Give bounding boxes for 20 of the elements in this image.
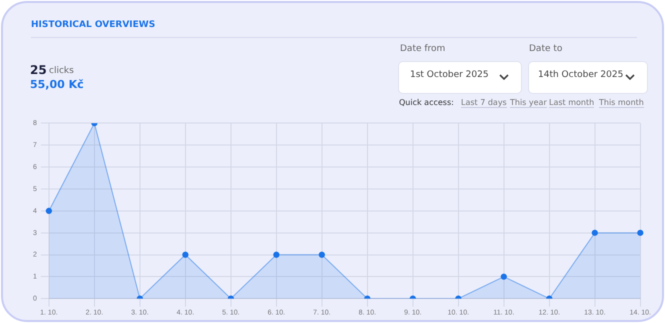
text: clicks <box>49 66 74 76</box>
point <box>273 252 280 258</box>
text: Date to <box>529 44 562 54</box>
text: Last month <box>549 98 594 108</box>
text: 25 <box>30 63 47 77</box>
text: 1st October 2025 <box>410 70 489 80</box>
text: This month <box>599 98 644 108</box>
point <box>637 230 644 236</box>
text: Last 7 days <box>461 98 507 108</box>
text: 55,00 Kč <box>30 78 84 91</box>
point <box>592 230 598 236</box>
text: Date from <box>400 44 446 54</box>
text: Quick access: <box>399 98 454 107</box>
point <box>182 252 188 258</box>
text: This year <box>510 98 547 108</box>
point <box>500 274 507 280</box>
text: 14th October 2025 <box>538 70 624 80</box>
point <box>318 252 325 258</box>
chart-title: HISTORICAL OVERVIEWS <box>31 20 156 30</box>
point <box>46 208 52 214</box>
